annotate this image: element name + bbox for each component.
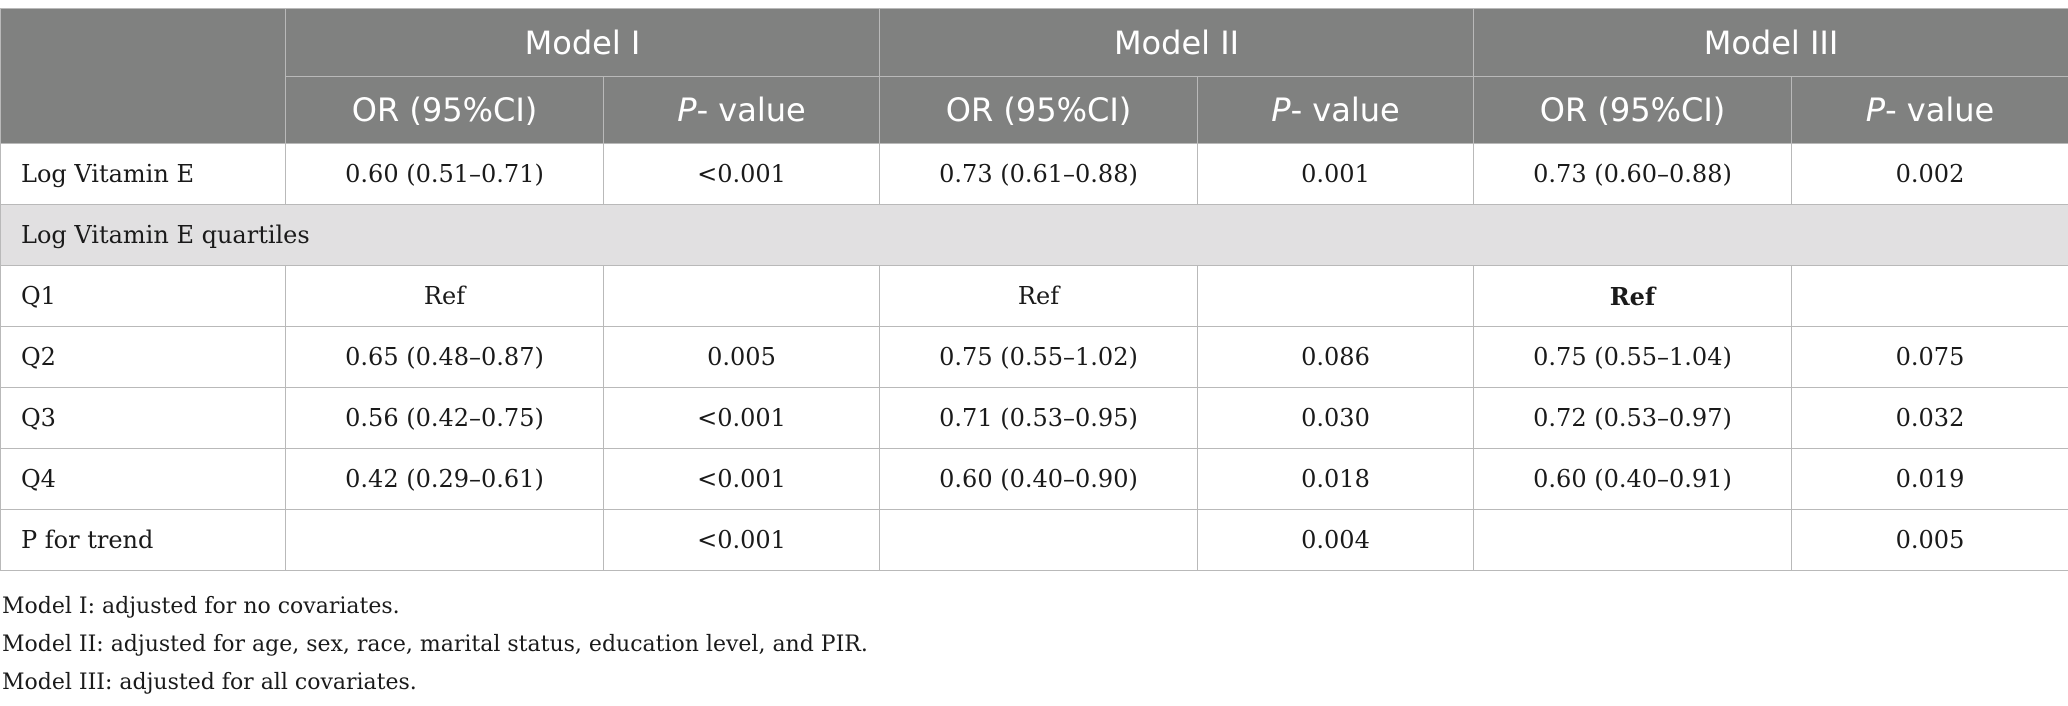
cell-m1-p: <0.001 (603, 387, 880, 449)
header-p-model-3: P- value (1791, 76, 2068, 144)
cell-m1-or: 0.56 (0.42–0.75) (285, 387, 604, 449)
table-row-q2: Q2 0.65 (0.48–0.87) 0.005 0.75 (0.55–1.0… (0, 326, 2068, 388)
header-or-model-1: OR (95%CI) (285, 76, 604, 144)
cell-m3-p: 0.075 (1791, 326, 2068, 388)
p-italic-label: P (677, 91, 697, 129)
cell-m2-p: 0.018 (1197, 448, 1474, 510)
cell-m2-or: 0.73 (0.61–0.88) (879, 143, 1198, 205)
cell-m2-or: 0.75 (0.55–1.02) (879, 326, 1198, 388)
footnote-model-1: Model I: adjusted for no covariates. (2, 594, 400, 619)
cell-m2-p: 0.001 (1197, 143, 1474, 205)
row-label: Q1 (0, 265, 286, 327)
cell-m1-or (285, 509, 604, 571)
header-row-columns: OR (95%CI) P- value OR (95%CI) P- value … (1, 76, 2068, 144)
cell-m3-p (1791, 265, 2068, 327)
header-model-3: Model III (1473, 8, 2068, 77)
cell-m1-p: <0.001 (603, 448, 880, 510)
cell-m2-p: 0.004 (1197, 509, 1474, 571)
cell-m3-p: 0.032 (1791, 387, 2068, 449)
cell-m1-p: <0.001 (603, 143, 880, 205)
odds-ratio-table: Model I Model II Model III OR (95%CI) P-… (0, 8, 2068, 571)
cell-m2-or: 0.71 (0.53–0.95) (879, 387, 1198, 449)
header-model-2: Model II (879, 8, 1474, 77)
header-p-model-2: P- value (1197, 76, 1474, 144)
cell-m1-p: 0.005 (603, 326, 880, 388)
p-value-label: - value (696, 91, 806, 129)
p-value-label: - value (1885, 91, 1995, 129)
cell-m2-p: 0.086 (1197, 326, 1474, 388)
cell-m2-or (879, 509, 1198, 571)
cell-m3-p: 0.005 (1791, 509, 2068, 571)
cell-m1-or: 0.42 (0.29–0.61) (285, 448, 604, 510)
cell-m3-p: 0.019 (1791, 448, 2068, 510)
results-table-container: Model I Model II Model III OR (95%CI) P-… (0, 8, 2068, 571)
cell-m3-or (1473, 509, 1792, 571)
footnote-model-2: Model II: adjusted for age, sex, race, m… (2, 632, 868, 657)
header-or-model-3: OR (95%CI) (1473, 76, 1792, 144)
section-row-quartiles: Log Vitamin E quartiles (0, 204, 2068, 266)
p-value-label: - value (1290, 91, 1400, 129)
table-header: Model I Model II Model III OR (95%CI) P-… (0, 8, 2068, 144)
p-italic-label: P (1865, 91, 1886, 129)
cell-m1-p: <0.001 (603, 509, 880, 571)
cell-m2-p: 0.030 (1197, 387, 1474, 449)
cell-m3-p: 0.002 (1791, 143, 2068, 205)
table-row-q1: Q1 Ref Ref Ref (0, 265, 2068, 327)
cell-m1-or: 0.60 (0.51–0.71) (285, 143, 604, 205)
header-p-model-1: P- value (603, 76, 880, 144)
row-label: Q2 (0, 326, 286, 388)
row-label: Q4 (0, 448, 286, 510)
row-label: Log Vitamin E (0, 143, 286, 205)
cell-m3-or: 0.75 (0.55–1.04) (1473, 326, 1792, 388)
header-row-models: Model I Model II Model III (0, 8, 2068, 144)
row-label: P for trend (0, 509, 286, 571)
section-label: Log Vitamin E quartiles (0, 204, 2068, 266)
table-row-log-vitamin-e: Log Vitamin E 0.60 (0.51–0.71) <0.001 0.… (0, 143, 2068, 205)
table-row-q3: Q3 0.56 (0.42–0.75) <0.001 0.71 (0.53–0.… (0, 387, 2068, 449)
cell-m3-or: 0.73 (0.60–0.88) (1473, 143, 1792, 205)
cell-m3-or: 0.72 (0.53–0.97) (1473, 387, 1792, 449)
header-model-1: Model I (285, 8, 880, 77)
cell-m1-or: Ref (285, 265, 604, 327)
table-body: Log Vitamin E 0.60 (0.51–0.71) <0.001 0.… (0, 143, 2068, 571)
header-corner-cell (0, 8, 286, 144)
cell-m3-or: 0.60 (0.40–0.91) (1473, 448, 1792, 510)
p-italic-label: P (1271, 91, 1291, 129)
table-footnotes: Model I: adjusted for no covariates. Mod… (2, 588, 868, 702)
header-or-model-2: OR (95%CI) (879, 76, 1198, 144)
footnote-model-3: Model III: adjusted for all covariates. (2, 670, 417, 695)
cell-m1-p (603, 265, 880, 327)
cell-m2-or: Ref (879, 265, 1198, 327)
cell-m2-or: 0.60 (0.40–0.90) (879, 448, 1198, 510)
cell-m2-p (1197, 265, 1474, 327)
row-label: Q3 (0, 387, 286, 449)
cell-m3-or: Ref (1473, 265, 1792, 327)
cell-m1-or: 0.65 (0.48–0.87) (285, 326, 604, 388)
table-row-q4: Q4 0.42 (0.29–0.61) <0.001 0.60 (0.40–0.… (0, 448, 2068, 510)
table-row-p-for-trend: P for trend <0.001 0.004 0.005 (0, 509, 2068, 571)
